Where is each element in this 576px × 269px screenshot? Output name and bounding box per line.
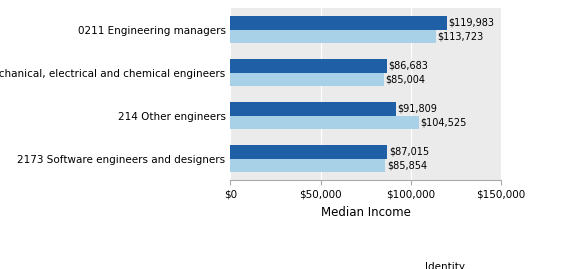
Text: $86,683: $86,683: [388, 61, 428, 71]
Bar: [230, 59, 387, 73]
Text: $119,983: $119,983: [448, 18, 494, 28]
Bar: [230, 116, 419, 129]
Bar: [230, 159, 385, 172]
X-axis label: Median Income: Median Income: [321, 206, 411, 218]
Bar: [230, 145, 388, 159]
Text: $85,854: $85,854: [387, 161, 427, 171]
Bar: [230, 73, 384, 86]
Text: $87,015: $87,015: [389, 147, 429, 157]
Bar: [230, 102, 396, 116]
Text: $85,004: $85,004: [385, 75, 425, 84]
Bar: [230, 16, 447, 30]
Text: $91,809: $91,809: [397, 104, 437, 114]
Legend: Indigenous, Non-Indigenous: Indigenous, Non-Indigenous: [339, 258, 551, 269]
Bar: [230, 30, 435, 43]
Text: $104,525: $104,525: [420, 118, 467, 128]
Text: $113,723: $113,723: [437, 31, 483, 41]
